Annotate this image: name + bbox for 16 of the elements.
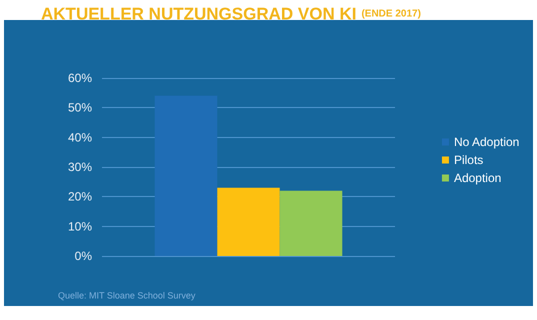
source-note: Quelle: MIT Sloane School Survey — [58, 290, 196, 300]
y-tick-label: 0% — [74, 249, 92, 263]
y-tick-label: 20% — [68, 190, 92, 204]
y-tick-label: 30% — [68, 160, 92, 174]
y-tick-label: 10% — [68, 219, 92, 234]
bar — [280, 190, 342, 256]
legend-label: Adoption — [454, 171, 502, 185]
y-tick-label: 40% — [68, 130, 92, 144]
chart-title: AKTUELLER NUTZUNGSGRAD VON KI — [41, 4, 356, 24]
legend-label: No Adoption — [454, 135, 520, 149]
legend-label: Pilots — [454, 153, 484, 167]
bar — [154, 96, 218, 256]
bar — [217, 188, 280, 256]
chart-subtitle: (ENDE 2017) — [361, 8, 421, 20]
y-tick-label: 60% — [68, 71, 92, 85]
y-tick-label: 50% — [68, 100, 92, 115]
